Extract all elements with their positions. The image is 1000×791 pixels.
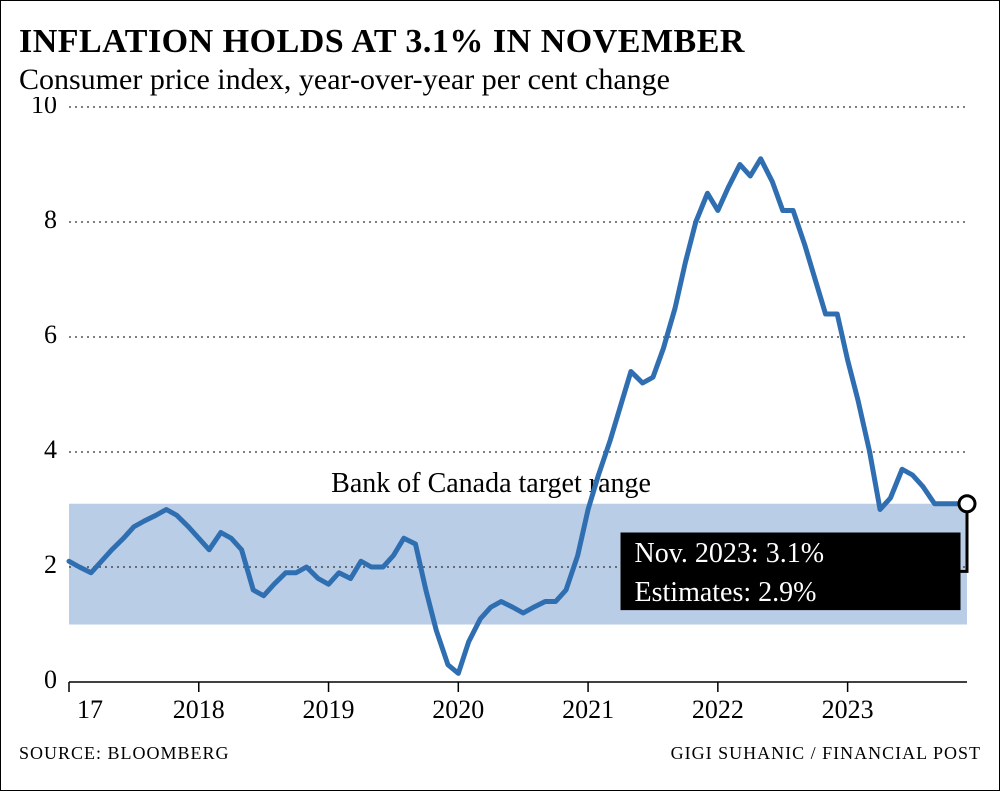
target-band-label: Bank of Canada target range <box>331 468 651 499</box>
x-tick-label: 2019 <box>303 695 355 724</box>
line-chart-svg: 0 2 4 6 8 10 17 2018 2019 2020 2021 2022 2023 Bank of… <box>19 97 979 737</box>
y-tick-label: 2 <box>44 550 57 579</box>
x-tick-label: 2022 <box>692 695 744 724</box>
chart-title: INFLATION HOLDS AT 3.1% IN NOVEMBER <box>19 23 981 61</box>
x-tick-label: 2018 <box>173 695 225 724</box>
chart-footer: SOURCE: BLOOMBERG GIGI SUHANIC / FINANCI… <box>19 743 981 764</box>
y-tick-label: 8 <box>44 205 57 234</box>
y-tick-label: 4 <box>44 435 57 464</box>
chart-subtitle: Consumer price index, year-over-year per… <box>19 63 981 97</box>
callout-text: Estimates: 2.9% <box>635 577 817 608</box>
chart-area: 0 2 4 6 8 10 17 2018 2019 2020 2021 2022 2023 Bank of… <box>19 97 981 737</box>
y-tick-label: 6 <box>44 320 57 349</box>
x-tick-label: 2021 <box>562 695 614 724</box>
credit-label: GIGI SUHANIC / FINANCIAL POST <box>671 743 981 764</box>
x-tick-label: 17 <box>77 695 103 724</box>
source-label: SOURCE: BLOOMBERG <box>19 743 230 764</box>
y-tick-label: 10 <box>31 97 57 119</box>
x-tick-label: 2020 <box>432 695 484 724</box>
x-tick-label: 2023 <box>822 695 874 724</box>
chart-frame: INFLATION HOLDS AT 3.1% IN NOVEMBER Cons… <box>0 0 1000 791</box>
end-marker <box>959 496 975 512</box>
callout-text: Nov. 2023: 3.1% <box>635 538 825 569</box>
y-tick-label: 0 <box>44 665 57 694</box>
